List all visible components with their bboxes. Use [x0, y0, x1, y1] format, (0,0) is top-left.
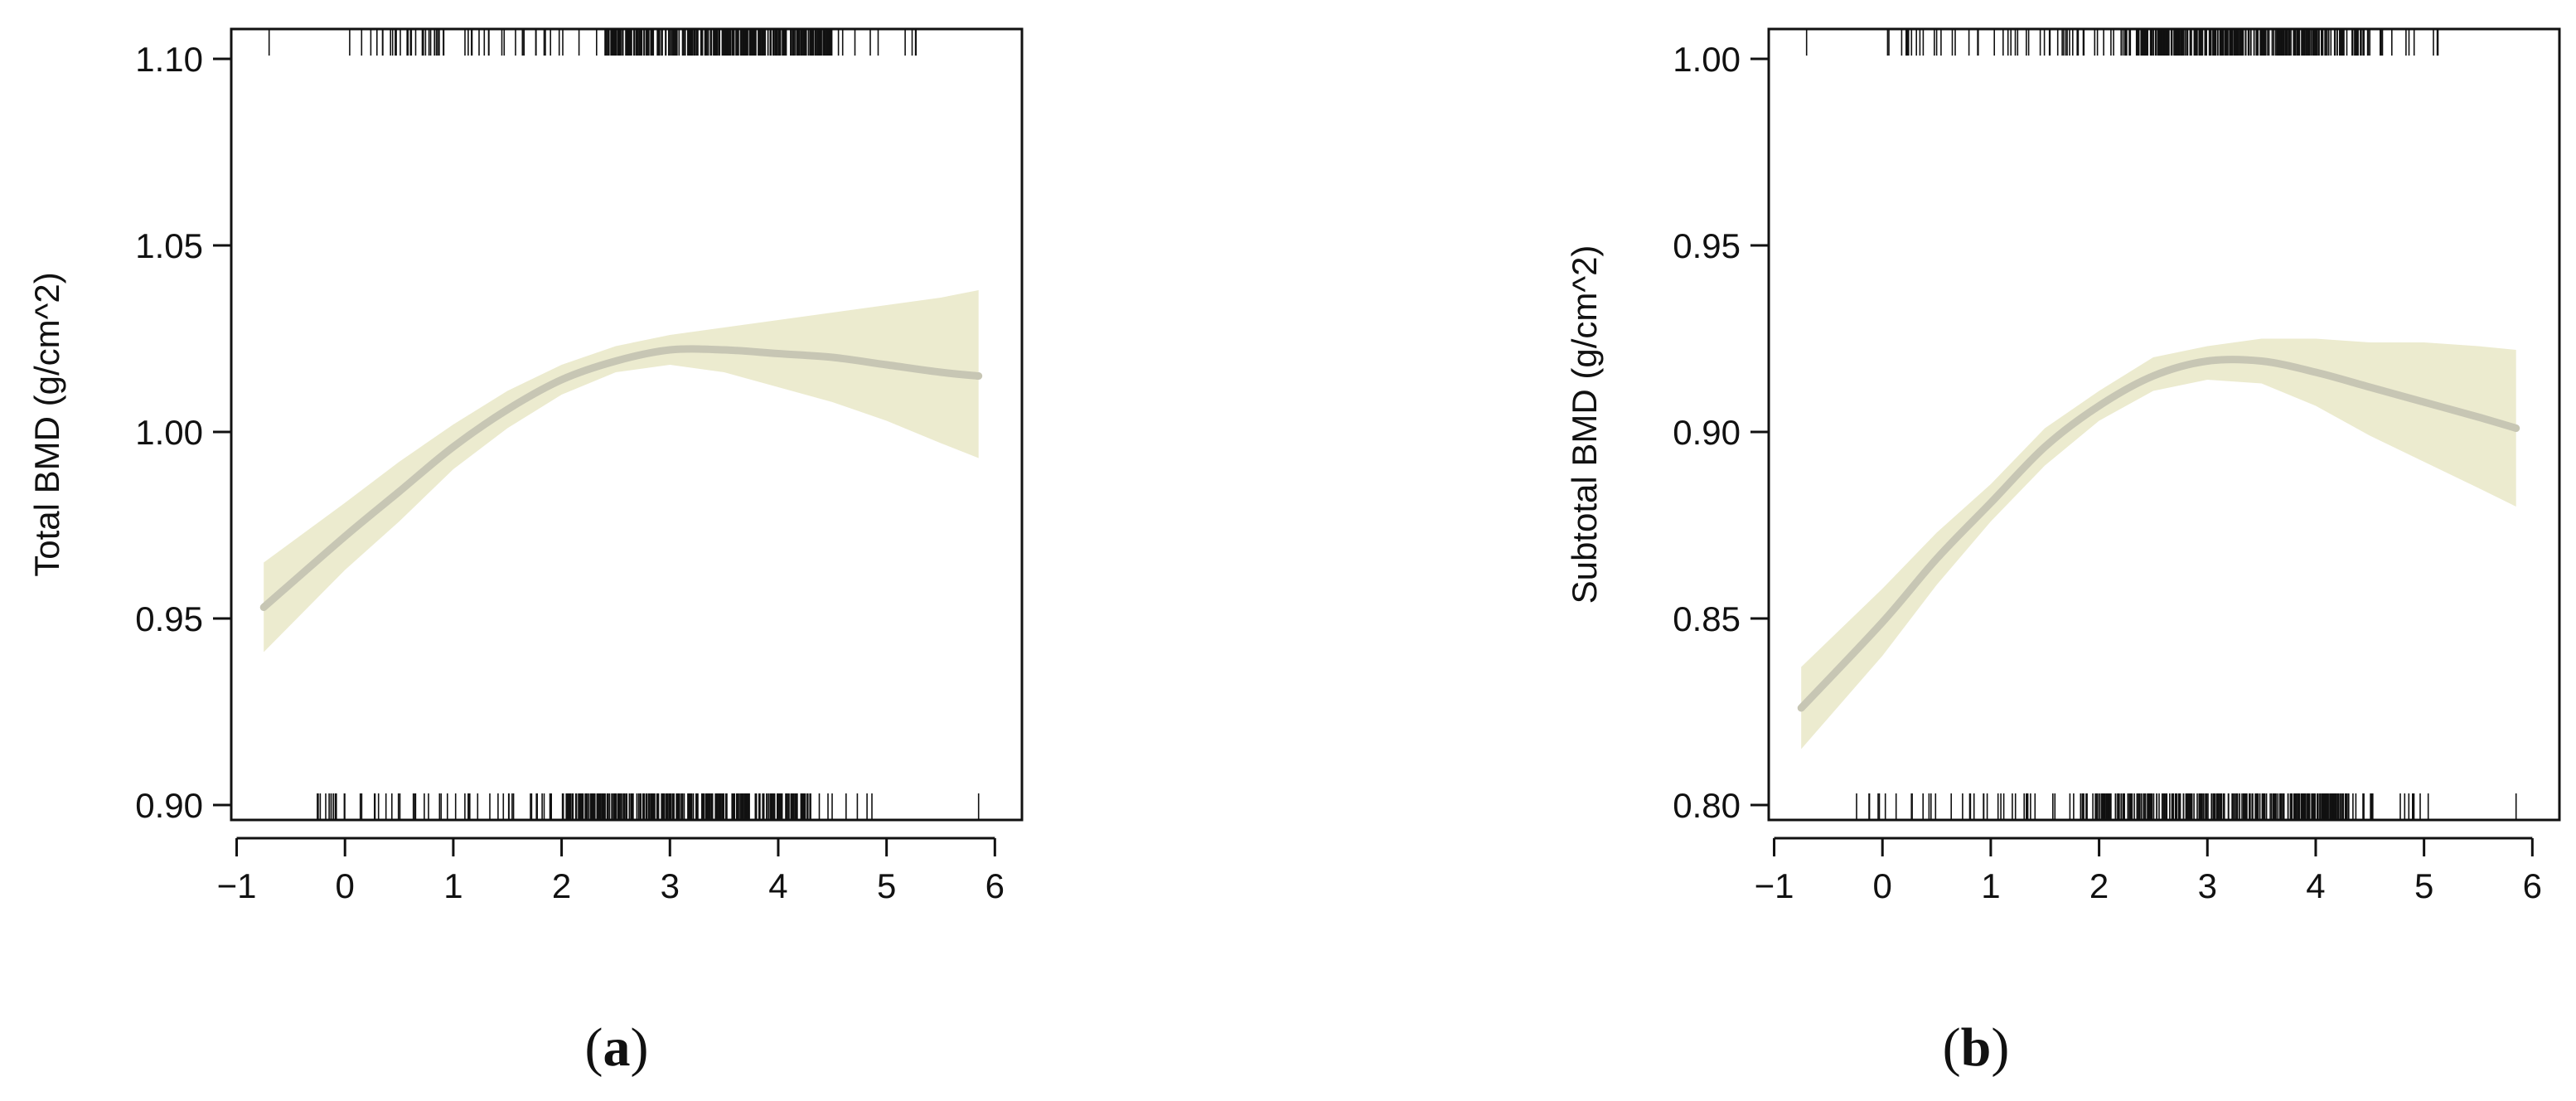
x-tick-label: 4	[2306, 866, 2325, 905]
confidence-band	[1801, 338, 2516, 749]
rug-top	[268, 29, 917, 56]
x-tick-label: 5	[877, 866, 896, 905]
confidence-band	[264, 290, 979, 652]
x-tick-label: 4	[768, 866, 787, 905]
x-tick-label: 0	[1873, 866, 1892, 905]
y-tick-label: 0.95	[135, 599, 203, 638]
y-tick-label: 0.85	[1673, 599, 1741, 638]
fitted-line	[259, 345, 983, 611]
y-tick-label: 1.00	[1673, 40, 1741, 79]
x-tick-label: 1	[443, 866, 462, 905]
y-axis-title: Subtotal BMD (g/cm^2)	[1565, 245, 1604, 604]
x-tick-label: 6	[985, 866, 1005, 905]
y-tick-label: 1.00	[135, 413, 203, 452]
panel-a: 0.90 0.95 1.00 1.05 1.10 −1 0 1 2 3 4 5 6 Total BMD (…	[27, 27, 1024, 1078]
x-tick-label: 3	[2198, 866, 2217, 905]
rug-bottom	[317, 793, 980, 820]
y-tick-label: 0.95	[1673, 226, 1741, 265]
fitted-line	[1797, 356, 2520, 712]
y-tick-label: 1.10	[135, 40, 203, 79]
x-tick-label: 1	[1981, 866, 2000, 905]
x-tick-label: −1	[1755, 866, 1794, 905]
plot-frame	[230, 27, 1024, 822]
x-tick-label: 3	[661, 866, 680, 905]
panel-label: (b)	[1943, 1017, 2010, 1078]
y-tick-label: 0.90	[135, 786, 203, 825]
x-tick-label: 2	[552, 866, 571, 905]
y-tick-label: 0.90	[1673, 413, 1741, 452]
x-tick-label: 0	[336, 866, 355, 905]
rug-top	[1805, 29, 2439, 56]
plot-frame	[1767, 27, 2561, 822]
panel-b: 0.80 0.85 0.90 0.95 1.00 −1 0 1 2 3 4 5 6 Subtotal BM…	[1565, 27, 2561, 1078]
x-tick-label: 5	[2414, 866, 2433, 905]
x-tick-label: 6	[2523, 866, 2542, 905]
panel-label: (a)	[585, 1017, 649, 1078]
rug-bottom	[1856, 793, 2517, 820]
y-axis-title: Total BMD (g/cm^2)	[27, 272, 66, 576]
y-tick-label: 0.80	[1673, 786, 1741, 825]
x-tick-label: 2	[2089, 866, 2109, 905]
y-tick-label: 1.05	[135, 226, 203, 265]
x-tick-label: −1	[217, 866, 257, 905]
